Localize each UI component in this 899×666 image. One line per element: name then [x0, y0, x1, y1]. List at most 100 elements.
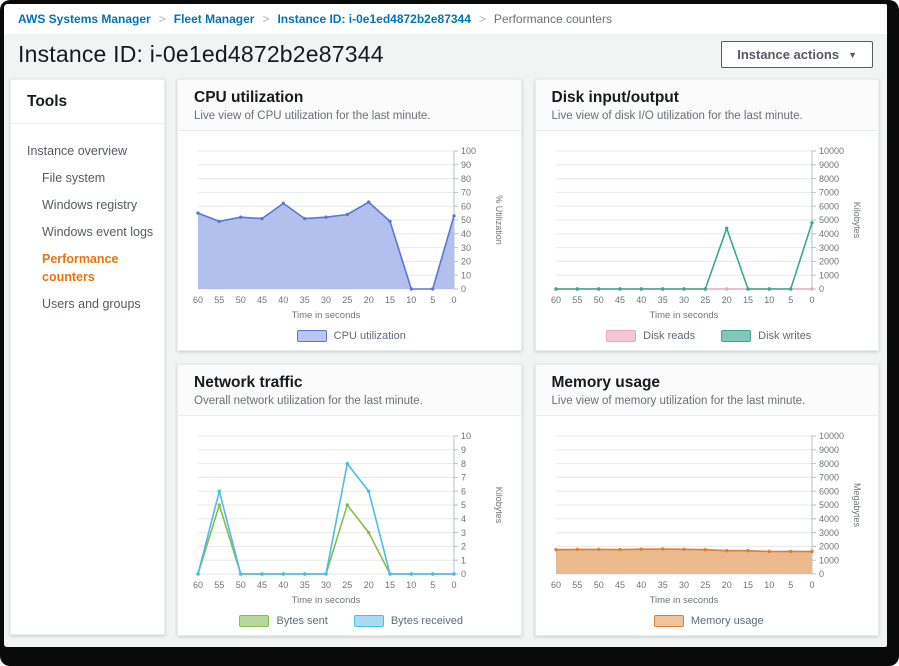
svg-text:10: 10: [406, 580, 416, 590]
svg-text:80: 80: [461, 174, 471, 184]
legend-swatch: [653, 615, 684, 627]
data-point: [260, 572, 264, 576]
sidebar-item-file-system[interactable]: File system: [42, 170, 106, 185]
svg-text:0: 0: [451, 580, 456, 590]
chart-legend: Memory usage: [542, 615, 877, 627]
data-point: [324, 572, 328, 576]
svg-text:15: 15: [385, 580, 395, 590]
breadcrumb-link[interactable]: AWS Systems Manager: [18, 12, 151, 26]
sidebar-item-instance-overview[interactable]: Instance overview: [27, 143, 128, 158]
svg-text:6000: 6000: [819, 486, 839, 496]
svg-text:30: 30: [321, 580, 331, 590]
memory-card-header: Memory usage Live view of memory utiliza…: [535, 365, 878, 416]
memory-usage-card: Memory usage Live view of memory utiliza…: [534, 364, 879, 636]
tools-sidebar: Tools Instance overview File system Window…: [10, 79, 165, 635]
svg-text:45: 45: [257, 295, 267, 305]
legend-label: Disk writes: [758, 330, 812, 342]
legend-label: Bytes received: [390, 615, 463, 627]
svg-text:0: 0: [809, 580, 814, 590]
legend-label: Bytes sent: [276, 615, 328, 627]
svg-text:60: 60: [193, 295, 203, 305]
svg-text:0: 0: [451, 295, 456, 305]
svg-text:Time in seconds: Time in seconds: [649, 595, 718, 606]
sidebar-title: Tools: [11, 80, 164, 124]
svg-text:8000: 8000: [819, 459, 839, 469]
svg-text:10: 10: [461, 270, 471, 280]
data-point: [596, 287, 600, 291]
legend-label: Disk reads: [643, 330, 696, 342]
chevron-down-icon: ▼: [848, 49, 857, 60]
svg-text:0: 0: [819, 284, 824, 294]
svg-text:Time in seconds: Time in seconds: [649, 310, 718, 321]
legend-item: CPU utilization: [296, 330, 406, 342]
data-point: [388, 219, 392, 224]
data-point: [553, 548, 558, 552]
instance-actions-button[interactable]: Instance actions ▼: [721, 41, 873, 68]
svg-text:0: 0: [461, 569, 466, 579]
svg-text:30: 30: [321, 295, 331, 305]
svg-text:4: 4: [461, 514, 466, 524]
data-point: [281, 201, 285, 206]
svg-text:7000: 7000: [819, 188, 839, 198]
svg-text:25: 25: [342, 295, 352, 305]
series-area: [555, 549, 812, 574]
data-point: [303, 572, 307, 576]
series-area: [198, 202, 454, 289]
svg-text:10: 10: [461, 431, 471, 441]
network-card-header: Network traffic Overall network utilizat…: [178, 365, 521, 416]
svg-text:5000: 5000: [819, 215, 839, 225]
chart-subtitle: Overall network utilization for the last…: [194, 395, 423, 407]
legend-swatch: [296, 330, 327, 342]
data-point: [724, 226, 728, 230]
svg-text:35: 35: [300, 580, 310, 590]
svg-text:90: 90: [461, 160, 471, 170]
svg-text:40: 40: [461, 229, 471, 239]
svg-text:40: 40: [636, 295, 646, 305]
svg-text:Time in seconds: Time in seconds: [292, 310, 361, 321]
data-point: [239, 215, 243, 219]
breadcrumb-link[interactable]: Instance ID: i-0e1ed4872b2e87344: [277, 12, 471, 26]
disk-chart-area: 0 1000 2000 3000 4000 5000 6000 7000 8000 9000 100…: [536, 131, 879, 350]
memory-chart-area: 0 1000 2000 3000 4000 5000 6000 7000 8000 9000 100…: [536, 416, 879, 635]
svg-text:6: 6: [461, 486, 466, 496]
legend-item: Disk writes: [721, 330, 811, 342]
data-point: [239, 572, 243, 576]
data-point: [575, 287, 579, 291]
sidebar-item-users-and-groups[interactable]: Users and groups: [42, 297, 141, 312]
svg-text:50: 50: [461, 215, 471, 225]
data-point: [196, 211, 200, 215]
svg-text:20: 20: [721, 580, 731, 590]
svg-text:50: 50: [593, 295, 603, 305]
data-point: [345, 212, 349, 217]
sidebar-item-performance-counters[interactable]: Performance counters: [42, 252, 119, 285]
breadcrumb-separator: >: [262, 12, 270, 26]
svg-text:15: 15: [385, 295, 395, 305]
svg-text:1000: 1000: [819, 555, 839, 565]
sidebar-item-windows-registry[interactable]: Windows registry: [42, 197, 138, 212]
cpu-card-header: CPU utilization Live view of CPU utiliza…: [178, 80, 521, 131]
svg-text:60: 60: [550, 580, 560, 590]
svg-text:50: 50: [593, 580, 603, 590]
breadcrumb-separator: >: [478, 12, 486, 26]
svg-text:3: 3: [461, 528, 466, 538]
data-point: [553, 287, 558, 291]
svg-text:% Utilization: % Utilization: [494, 195, 504, 245]
svg-text:5: 5: [461, 500, 466, 510]
chart-svg: 0100020003000400050006000700080009000100…: [550, 431, 861, 606]
svg-text:20: 20: [721, 295, 731, 305]
chart-title: Network traffic: [194, 374, 303, 391]
svg-text:35: 35: [657, 580, 667, 590]
data-point: [367, 489, 371, 493]
data-point: [809, 221, 814, 225]
chart-legend: Disk reads Disk writes: [542, 330, 877, 342]
svg-text:35: 35: [300, 295, 310, 305]
data-point: [660, 547, 664, 551]
sidebar-item-windows-event-logs[interactable]: Windows event logs: [42, 224, 154, 239]
data-point: [431, 572, 435, 576]
data-point: [639, 547, 643, 551]
data-point: [367, 530, 371, 535]
network-traffic-card: Network traffic Overall network utilizat…: [177, 364, 522, 636]
data-point: [431, 287, 435, 291]
breadcrumb-link[interactable]: Fleet Manager: [173, 12, 255, 26]
